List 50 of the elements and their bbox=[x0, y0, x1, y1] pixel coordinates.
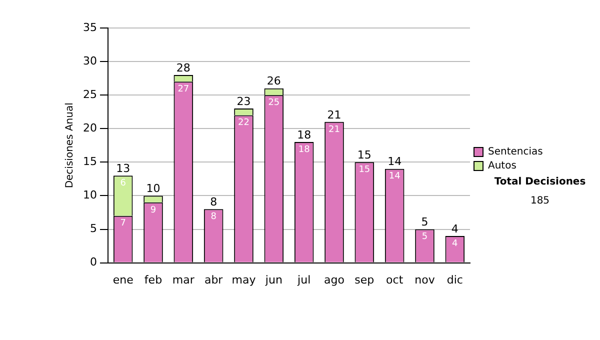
data-label: 21 bbox=[328, 124, 340, 135]
y-tick-label: 35 bbox=[82, 20, 97, 34]
x-tick-label: oct bbox=[386, 273, 404, 286]
y-tick-label: 0 bbox=[90, 256, 97, 269]
data-label: 9 bbox=[150, 205, 156, 216]
data-label: 4 bbox=[452, 238, 458, 249]
total-label: 23 bbox=[236, 94, 251, 108]
total-label: 8 bbox=[210, 195, 218, 208]
data-label: 27 bbox=[178, 84, 190, 95]
total-label: 26 bbox=[266, 74, 281, 88]
text: 185 bbox=[530, 196, 550, 207]
text: Total Decisiones bbox=[494, 176, 586, 188]
x-tick-label: jun bbox=[264, 273, 282, 286]
data-label: 8 bbox=[210, 212, 217, 222]
x-tick-label: may bbox=[232, 273, 256, 286]
total-label: 21 bbox=[327, 108, 342, 122]
data-label: 15 bbox=[358, 165, 370, 176]
data-label: 18 bbox=[298, 144, 310, 155]
x-tick-label: abr bbox=[204, 273, 224, 286]
x-tick-label: dic bbox=[446, 273, 463, 286]
y-axis-title: Decisiones Anual bbox=[64, 102, 76, 188]
total-label: 14 bbox=[388, 155, 402, 168]
total-label: 5 bbox=[421, 216, 428, 229]
total-label: 10 bbox=[146, 182, 160, 196]
x-tick-label: mar bbox=[172, 273, 195, 286]
legend-label: Sentencias bbox=[488, 146, 543, 158]
x-tick-label: sep bbox=[354, 273, 374, 286]
total-label: 18 bbox=[297, 128, 312, 142]
data-label: 22 bbox=[238, 118, 250, 128]
total-label: 15 bbox=[357, 148, 372, 162]
total-label: 4 bbox=[451, 222, 458, 236]
data-label: 14 bbox=[388, 172, 401, 182]
data-label: 6 bbox=[120, 178, 126, 188]
y-tick-label: 20 bbox=[82, 121, 97, 134]
x-tick-label: feb bbox=[144, 273, 162, 286]
x-tick-label: jul bbox=[296, 273, 311, 286]
data-label: 7 bbox=[120, 218, 126, 229]
y-tick-label: 30 bbox=[82, 54, 97, 68]
legend-label: Autos bbox=[488, 160, 516, 172]
x-tick-label: nov bbox=[414, 273, 436, 286]
y-tick-label: 25 bbox=[82, 88, 97, 101]
y-tick-label: 15 bbox=[82, 155, 97, 168]
y-tick-label: 5 bbox=[90, 222, 97, 236]
y-tick-label: 10 bbox=[82, 188, 97, 202]
data-label: 25 bbox=[268, 98, 280, 108]
data-label: 5 bbox=[422, 232, 428, 242]
total-label: 13 bbox=[116, 162, 130, 175]
x-tick-label: ago bbox=[324, 273, 345, 286]
x-tick-label: ene bbox=[112, 273, 134, 286]
total-label: 28 bbox=[176, 61, 190, 74]
